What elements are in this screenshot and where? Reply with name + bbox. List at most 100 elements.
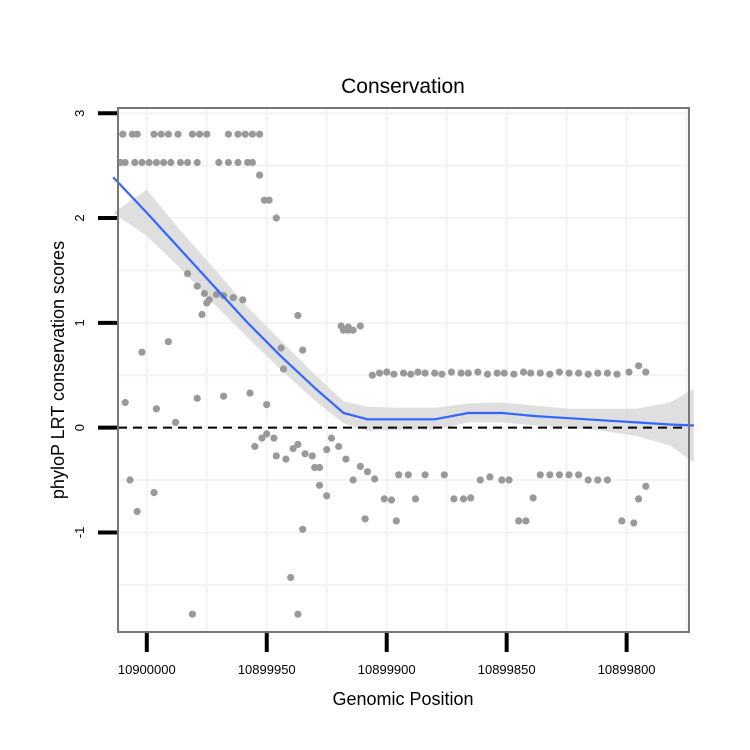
x-tick-label: 10899900	[358, 662, 416, 677]
data-point	[603, 476, 612, 484]
x-tick-label: 10899850	[478, 662, 536, 677]
data-point	[212, 290, 220, 299]
data-point	[145, 158, 153, 167]
data-point	[404, 471, 412, 479]
data-point	[387, 496, 396, 504]
x-tick-label: 10899950	[238, 662, 296, 677]
data-point	[618, 517, 626, 525]
data-point	[152, 405, 160, 413]
confidence-ribbon	[113, 189, 694, 463]
x-tick-label: 10899800	[598, 662, 656, 677]
data-point	[395, 471, 403, 479]
data-point	[282, 455, 290, 463]
data-point	[459, 495, 468, 503]
data-point	[536, 471, 544, 479]
data-point	[407, 370, 415, 378]
data-point	[270, 434, 278, 442]
data-point	[565, 369, 573, 377]
data-point	[642, 482, 650, 490]
y-tick-label: 0	[72, 424, 87, 431]
data-point	[198, 310, 206, 319]
data-point	[380, 495, 388, 503]
data-point	[138, 348, 146, 356]
data-point	[248, 130, 256, 138]
data-point	[536, 369, 544, 377]
y-tick-label: -1	[72, 527, 87, 539]
axes: 10900000 10899950 10899900 10899850 10899800…	[72, 110, 656, 677]
data-point	[294, 440, 302, 448]
data-point	[121, 158, 129, 167]
data-point	[635, 362, 643, 370]
data-point	[246, 389, 254, 397]
data-points	[116, 130, 650, 618]
data-point	[301, 450, 309, 458]
data-point	[157, 130, 165, 138]
data-point	[440, 471, 448, 479]
data-point	[565, 471, 573, 479]
y-tick-label: 1	[72, 319, 87, 326]
data-point	[486, 473, 494, 481]
data-point	[133, 130, 141, 138]
data-point	[188, 130, 196, 138]
data-point	[150, 130, 158, 138]
data-point	[546, 471, 554, 479]
data-point	[546, 370, 554, 378]
data-point	[447, 368, 456, 376]
data-point	[527, 369, 535, 377]
data-point	[203, 130, 211, 138]
data-point	[188, 610, 196, 618]
data-point	[515, 517, 523, 525]
data-point	[265, 196, 273, 204]
data-point	[474, 368, 482, 376]
data-point	[356, 322, 364, 330]
data-point	[239, 296, 247, 304]
data-point	[311, 463, 319, 472]
data-point	[411, 495, 420, 503]
data-point	[200, 289, 208, 298]
data-point	[152, 158, 160, 167]
data-point	[375, 369, 384, 377]
data-point	[642, 368, 650, 376]
data-point	[392, 517, 400, 525]
data-point	[361, 515, 369, 523]
data-point	[133, 507, 141, 516]
data-point	[349, 326, 357, 334]
data-point	[555, 471, 564, 479]
data-point	[138, 158, 146, 167]
data-point	[220, 392, 228, 400]
data-point	[613, 370, 621, 378]
data-point	[263, 401, 271, 409]
data-point	[323, 492, 331, 500]
data-point	[421, 369, 429, 377]
data-point	[421, 471, 429, 479]
y-tick-label: 2	[72, 214, 87, 221]
data-point	[575, 369, 583, 377]
data-point	[289, 445, 297, 453]
data-point	[594, 369, 602, 377]
x-axis-label: Genomic Position	[332, 689, 473, 709]
data-point	[263, 430, 271, 438]
data-point	[625, 368, 633, 376]
data-point	[160, 158, 168, 167]
data-point	[193, 282, 201, 290]
confidence-ribbon-group	[113, 189, 694, 463]
data-point	[476, 476, 484, 484]
data-point	[390, 370, 398, 378]
data-point	[594, 476, 602, 484]
data-point	[193, 158, 201, 167]
data-point	[315, 481, 324, 489]
data-point	[529, 494, 537, 502]
data-point	[356, 462, 364, 470]
data-point	[174, 130, 182, 138]
data-point	[299, 346, 307, 354]
data-point	[505, 476, 513, 484]
data-point	[167, 158, 175, 167]
data-point	[256, 130, 264, 138]
data-point	[349, 476, 357, 484]
data-point	[500, 369, 508, 377]
data-point	[277, 344, 285, 352]
data-point	[383, 368, 391, 376]
data-point	[464, 369, 472, 377]
data-point	[294, 311, 302, 320]
data-point	[522, 517, 530, 525]
